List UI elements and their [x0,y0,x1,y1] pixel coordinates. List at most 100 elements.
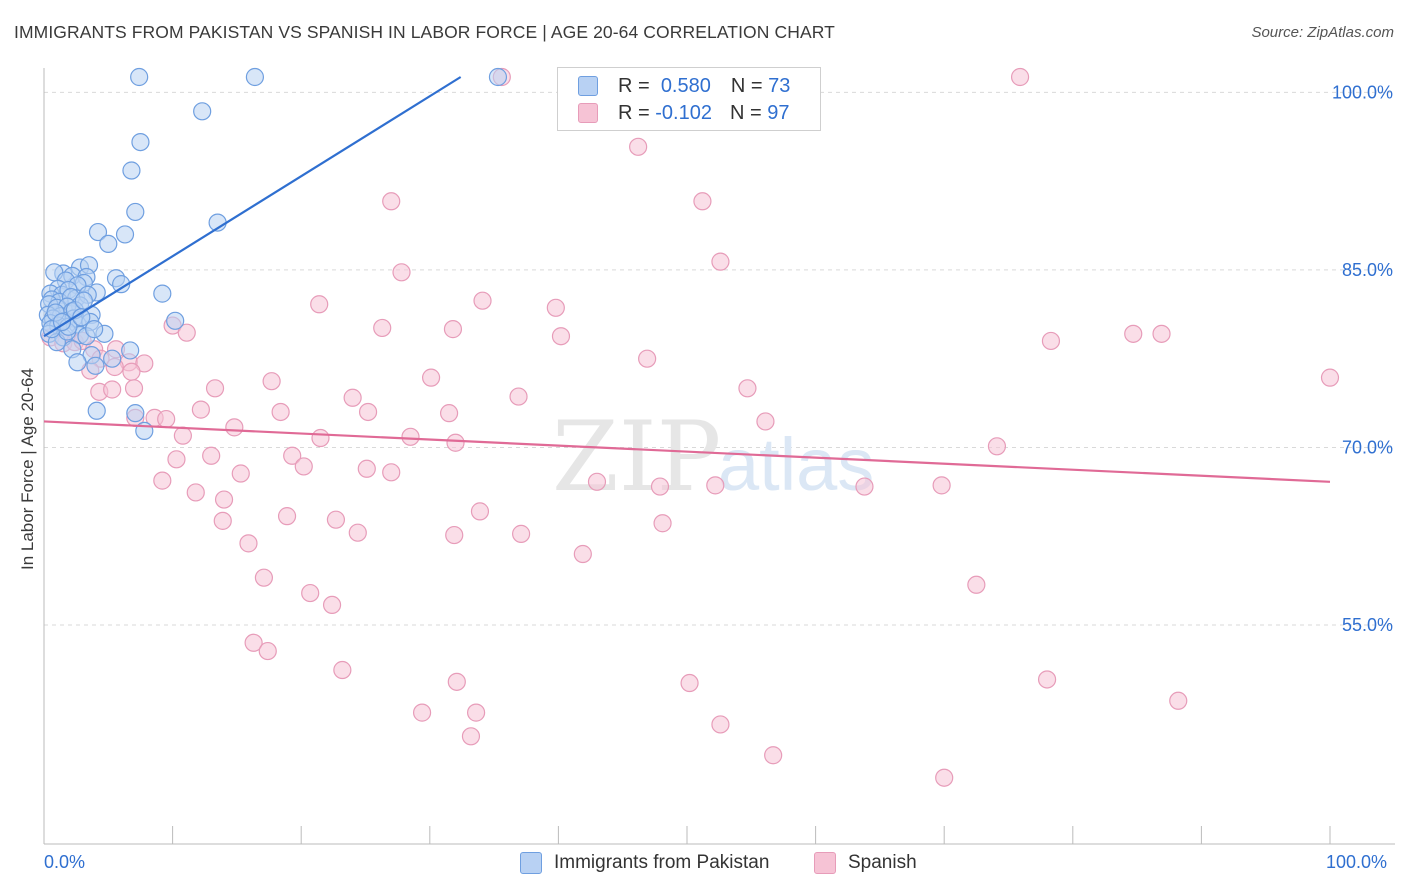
pakistan-point [68,353,87,372]
spanish-point [1041,331,1061,351]
pakistan-point [488,67,508,87]
spanish-point [283,446,302,465]
spanish-point [473,291,492,310]
spanish-point [638,349,657,368]
spanish-point [326,510,346,529]
pakistan-point [131,133,150,152]
spanish-point [443,320,463,339]
spanish-point [711,252,730,271]
spanish-point [1124,324,1143,343]
spanish-point [186,483,205,502]
spanish-point [401,427,420,446]
spanish-point [412,703,432,722]
spanish-point [311,428,330,448]
y-tick-label: 55.0% [1342,615,1393,635]
trend-line-pakistan [43,76,462,338]
spanish-point [392,263,411,282]
spanish-point [103,380,122,399]
y-tick-labels: 55.0% 70.0% 85.0% 100.0% [1332,82,1393,635]
pakistan-point [126,404,145,423]
spanish-point [214,490,234,509]
spanish-point [343,388,362,407]
y-tick-label: 85.0% [1342,260,1393,280]
pakistan-point [166,311,185,330]
y-axis-label: In Labor Force | Age 20-64 [18,368,37,570]
spanish-point [509,387,528,406]
spanish-point [629,137,648,156]
pakistan-point [85,320,104,339]
spanish-point [167,450,186,469]
spanish-point [254,568,274,587]
source-label: Source: ZipAtlas.com [1251,24,1394,41]
pakistan-point [126,202,145,222]
spanish-point [244,633,263,652]
spanish-point [373,318,392,338]
pakistan-point [115,225,135,244]
legend-r-value-spanish: -0.102 [655,101,712,124]
series-label-spanish: Spanish [848,852,917,873]
spanish-point [546,298,565,317]
spanish-point [258,641,277,661]
series-swatch-spanish [814,852,836,874]
spanish-point [587,472,607,491]
pakistan-point [130,67,149,87]
spanish-point [439,404,459,423]
pakistan-point [193,102,212,121]
spanish-point [551,327,571,346]
legend-row-spanish: R = -0.102 N = 97 [578,100,789,126]
trend-lines [43,76,1331,483]
spanish-point [122,362,141,381]
spanish-point [1169,691,1188,710]
spanish-point [932,476,951,495]
spanish-point [262,372,281,391]
spanish-point [173,426,192,445]
spanish-point [333,660,352,680]
spanish-point [357,459,376,478]
trend-line-spanish [43,420,1331,483]
spanish-point [124,379,144,398]
spanish-point [202,446,221,465]
spanish-point [157,409,176,429]
spanish-point [855,477,874,496]
spanish-point [693,192,712,211]
series-swatch-pakistan [520,852,542,874]
pakistan-points [38,67,508,441]
spanish-point [653,514,672,533]
series-legend-spanish: Spanish [814,852,917,874]
legend-row-pakistan: R = 0.580 N = 73 [578,73,790,99]
spanish-point [1152,324,1171,343]
legend-n-label: N = [729,101,762,124]
spanish-point [764,746,783,765]
spanish-point [213,511,232,530]
pakistan-point [121,341,140,360]
spanish-point [706,476,725,495]
series-legend-pakistan: Immigrants from Pakistan [520,852,769,874]
spanish-point [967,575,986,594]
spanish-point [225,418,244,437]
series-label-pakistan: Immigrants from Pakistan [554,852,770,873]
spanish-point [135,354,154,373]
spanish-point [153,471,172,490]
correlation-legend: R = 0.580 N = 73 R = -0.102 N = 97 [557,67,821,131]
watermark: ZIP atlas [552,401,874,513]
spanish-point [573,544,592,564]
spanish-point [205,379,225,398]
pakistan-point [122,161,141,180]
spanish-point [1320,368,1340,387]
pakistan-point [99,234,118,253]
spanish-point [322,595,342,615]
spanish-point [421,368,441,387]
spanish-point [382,192,401,211]
legend-n-value-pakistan: 73 [768,74,791,97]
pakistan-point [153,284,172,303]
spanish-point [277,507,297,526]
pakistan-point [87,401,106,420]
pakistan-point [52,312,72,332]
y-tick-label: 100.0% [1332,82,1393,102]
spanish-point [358,402,378,422]
y-tick-label: 70.0% [1342,437,1393,457]
spanish-point [680,673,699,693]
spanish-point [512,524,531,543]
spanish-point [231,464,250,483]
